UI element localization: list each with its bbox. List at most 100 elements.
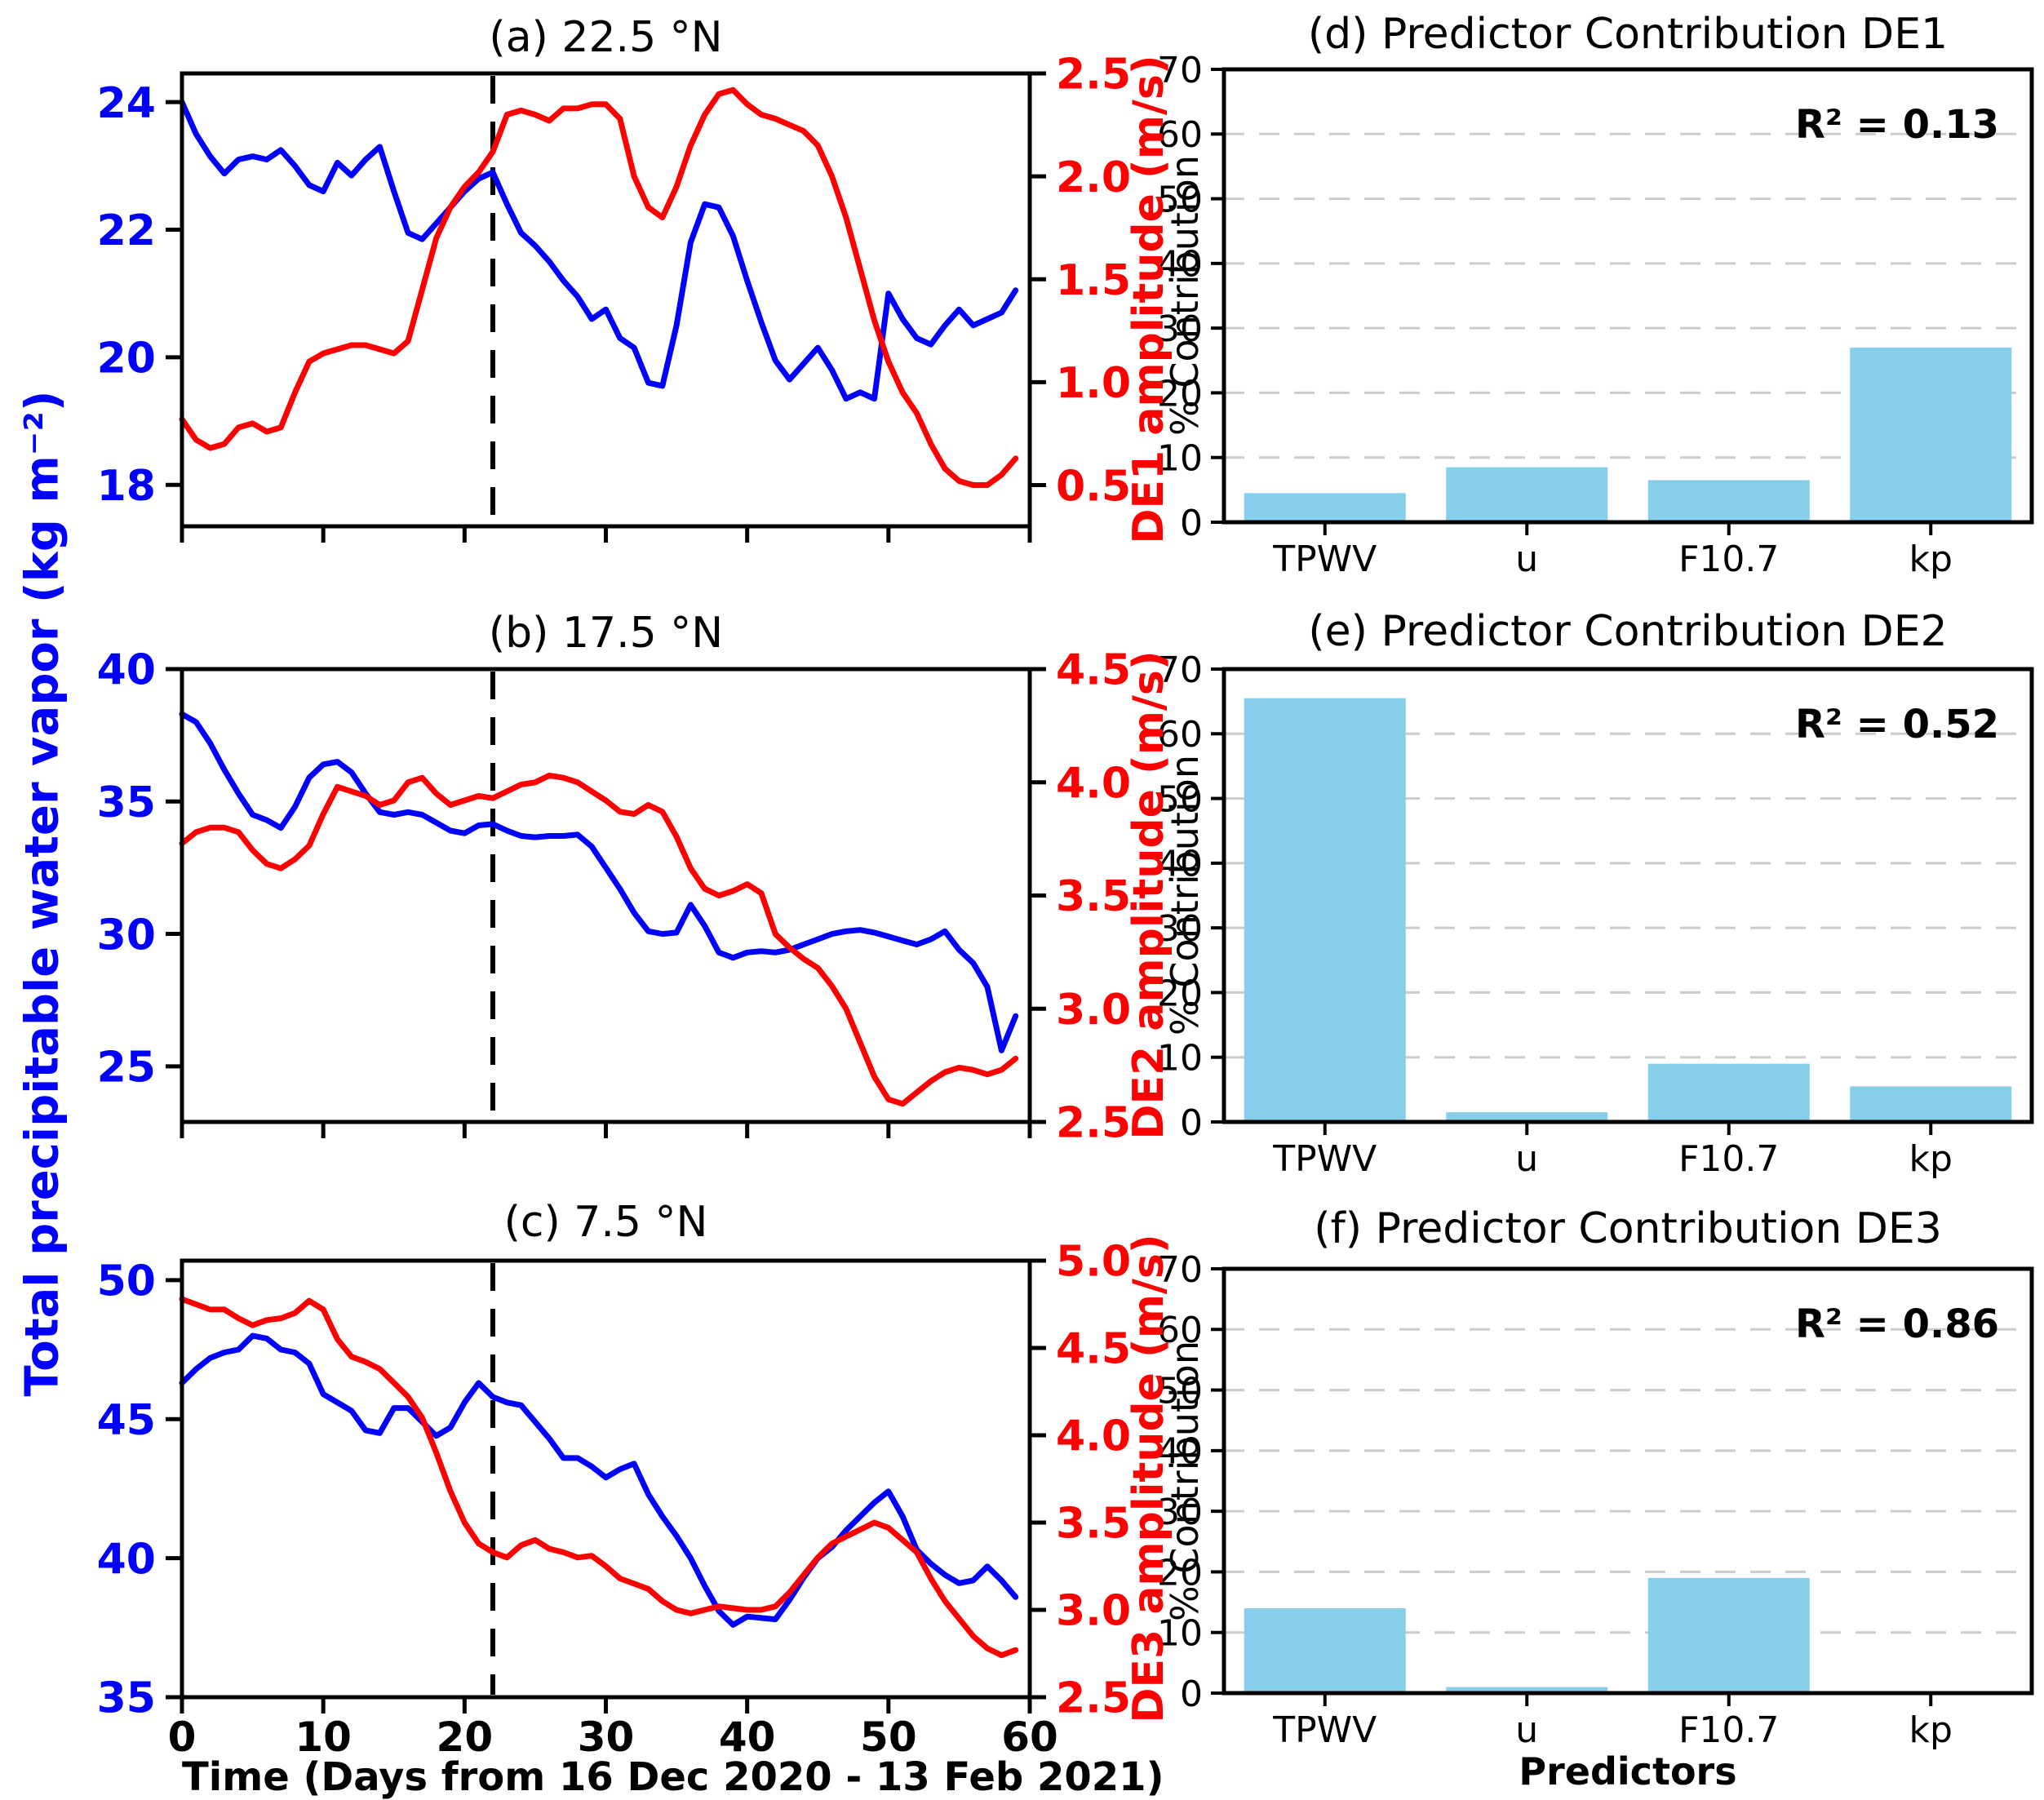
category-label: TPWV bbox=[1272, 539, 1377, 580]
tpwv-line-a bbox=[179, 99, 1019, 402]
axes-frame bbox=[180, 71, 1032, 529]
y-tick-label: 70 bbox=[1157, 650, 1203, 691]
left-tick-label: 40 bbox=[97, 646, 156, 695]
panel-d-title: (d) Predictor Contribution DE1 bbox=[1307, 10, 1949, 59]
right-tick-label: 0.5 bbox=[1056, 462, 1131, 511]
right-tick-label: 4.0 bbox=[1056, 759, 1131, 808]
right-tick-label: 3.5 bbox=[1056, 1500, 1131, 1549]
axes-frame bbox=[180, 667, 1032, 1124]
bar-u bbox=[1446, 1112, 1608, 1122]
y-tick-label: 70 bbox=[1157, 1249, 1203, 1291]
right-tick-label: 2.5 bbox=[1056, 51, 1131, 100]
axes-frame bbox=[1222, 667, 2034, 1124]
category-label: F10.7 bbox=[1678, 1138, 1779, 1180]
bar-u bbox=[1446, 467, 1608, 522]
r-squared-annotation-de1: R² = 0.13 bbox=[1794, 102, 1999, 148]
right-tick-label: 3.0 bbox=[1056, 1587, 1131, 1636]
panel-b-title: (b) 17.5 °N bbox=[488, 609, 724, 658]
left-tick-label: 40 bbox=[97, 1535, 156, 1584]
right-tick-label: 2.5 bbox=[1056, 1674, 1131, 1723]
y-tick-label: 60 bbox=[1157, 714, 1203, 756]
category-label: F10.7 bbox=[1678, 1709, 1779, 1751]
tpwv-line-b bbox=[179, 711, 1019, 1053]
bar-tpwv bbox=[1244, 698, 1406, 1122]
y-tick-label: 10 bbox=[1157, 1038, 1203, 1080]
r-squared-annotation-de2: R² = 0.52 bbox=[1794, 702, 1999, 747]
panel-b-plot: 25 30 35 40 2.5 3.0 3.5 4.0 4.5 bbox=[97, 646, 1132, 1148]
x-tick-label: 40 bbox=[719, 1714, 776, 1761]
axes-frame bbox=[1222, 67, 2034, 525]
y-tick-label: 50 bbox=[1157, 1370, 1203, 1412]
left-tick-label: 25 bbox=[97, 1044, 156, 1093]
right-tick-label: 4.0 bbox=[1056, 1412, 1131, 1461]
right-tick-label: 2.0 bbox=[1056, 153, 1131, 202]
right-tick-label: 1.5 bbox=[1056, 256, 1131, 305]
right-tick-label: 4.5 bbox=[1056, 1325, 1131, 1374]
y-tick-label: 50 bbox=[1157, 179, 1203, 220]
category-label: u bbox=[1515, 1709, 1538, 1751]
y-tick-label: 40 bbox=[1157, 1431, 1203, 1473]
y-tick-label: 10 bbox=[1157, 438, 1203, 480]
y-tick-label: 30 bbox=[1157, 908, 1203, 950]
category-label: u bbox=[1515, 1138, 1538, 1180]
left-tick-label: 45 bbox=[97, 1396, 156, 1445]
right-tick-label: 3.5 bbox=[1056, 872, 1131, 921]
bar-tpwv bbox=[1244, 493, 1406, 522]
category-label: kp bbox=[1909, 1138, 1953, 1180]
left-tick-label: 35 bbox=[97, 778, 156, 827]
left-tick-label: 24 bbox=[97, 79, 156, 128]
bar-f10.7 bbox=[1647, 1063, 1810, 1122]
panel-f-plot: 0 10 20 30 40 50 60 70 TPWV u F10.7 kp bbox=[1157, 1249, 2034, 1751]
y-tick-label: 0 bbox=[1180, 1674, 1203, 1715]
y-tick-label: 30 bbox=[1157, 1492, 1203, 1533]
panel-e-title: (e) Predictor Contribution DE2 bbox=[1308, 607, 1948, 656]
panel-e-y-axis-label: % Contribution bbox=[1163, 755, 1207, 1035]
panel-a-title: (a) 22.5 °N bbox=[489, 13, 723, 62]
category-label: TPWV bbox=[1272, 1709, 1377, 1751]
y-tick-label: 20 bbox=[1157, 1552, 1203, 1594]
category-label: kp bbox=[1909, 539, 1953, 580]
y-tick-label: 70 bbox=[1157, 50, 1203, 91]
right-tick-label: 1.0 bbox=[1056, 359, 1131, 408]
y-tick-label: 20 bbox=[1157, 973, 1203, 1014]
x-tick-label: 10 bbox=[295, 1714, 352, 1761]
time-axis-label: Time (Days from 16 Dec 2020 - 13 Feb 202… bbox=[182, 1754, 1164, 1800]
left-tick-label: 20 bbox=[97, 335, 156, 383]
bar-f10.7 bbox=[1647, 1577, 1810, 1693]
panel-a-plot: 18 20 22 24 0.5 1.0 1.5 2.0 2.5 bbox=[97, 51, 1131, 543]
y-tick-label: 30 bbox=[1157, 308, 1203, 350]
panel-c-plot: 0 10 20 30 40 50 60 35 40 45 50 2.5 3.0 3.5 4.0 4.5 5.0 bbox=[97, 1238, 1132, 1761]
de3-line-c bbox=[179, 1296, 1019, 1659]
left-tick-label: 18 bbox=[97, 462, 156, 511]
r-squared-annotation-de3: R² = 0.86 bbox=[1794, 1301, 1999, 1347]
panel-f-y-axis-label: % Contribution bbox=[1163, 1341, 1207, 1621]
category-label: u bbox=[1515, 539, 1538, 580]
x-tick-label: 20 bbox=[437, 1714, 494, 1761]
y-tick-label: 40 bbox=[1157, 244, 1203, 286]
bar-kp bbox=[1850, 1086, 2012, 1122]
de1-line-a bbox=[179, 86, 1019, 488]
right-tick-label: 5.0 bbox=[1056, 1238, 1131, 1287]
left-tick-label: 35 bbox=[97, 1674, 156, 1723]
axes-frame bbox=[1222, 1266, 2034, 1696]
y-tick-label: 40 bbox=[1157, 844, 1203, 885]
tpwv-line-c bbox=[179, 1332, 1019, 1628]
category-label: kp bbox=[1909, 1709, 1953, 1751]
left-tick-label: 50 bbox=[97, 1257, 156, 1306]
panel-e-plot: 0 10 20 30 40 50 60 70 TPWV u F10.7 kp bbox=[1157, 650, 2034, 1180]
predictors-axis-label: Predictors bbox=[1519, 1749, 1737, 1793]
left-tick-label: 22 bbox=[97, 206, 156, 255]
category-label: TPWV bbox=[1272, 1138, 1377, 1180]
y-tick-label: 20 bbox=[1157, 373, 1203, 415]
y-tick-label: 50 bbox=[1157, 778, 1203, 820]
x-tick-label: 60 bbox=[1001, 1714, 1058, 1761]
panel-d-y-axis-label: % Contribution bbox=[1163, 155, 1207, 436]
category-label: F10.7 bbox=[1678, 539, 1779, 580]
right-tick-label: 4.5 bbox=[1056, 646, 1131, 695]
bar-tpwv bbox=[1244, 1608, 1406, 1693]
bar-u bbox=[1446, 1687, 1608, 1693]
right-tick-label: 2.5 bbox=[1056, 1099, 1131, 1148]
bar-f10.7 bbox=[1647, 480, 1810, 522]
